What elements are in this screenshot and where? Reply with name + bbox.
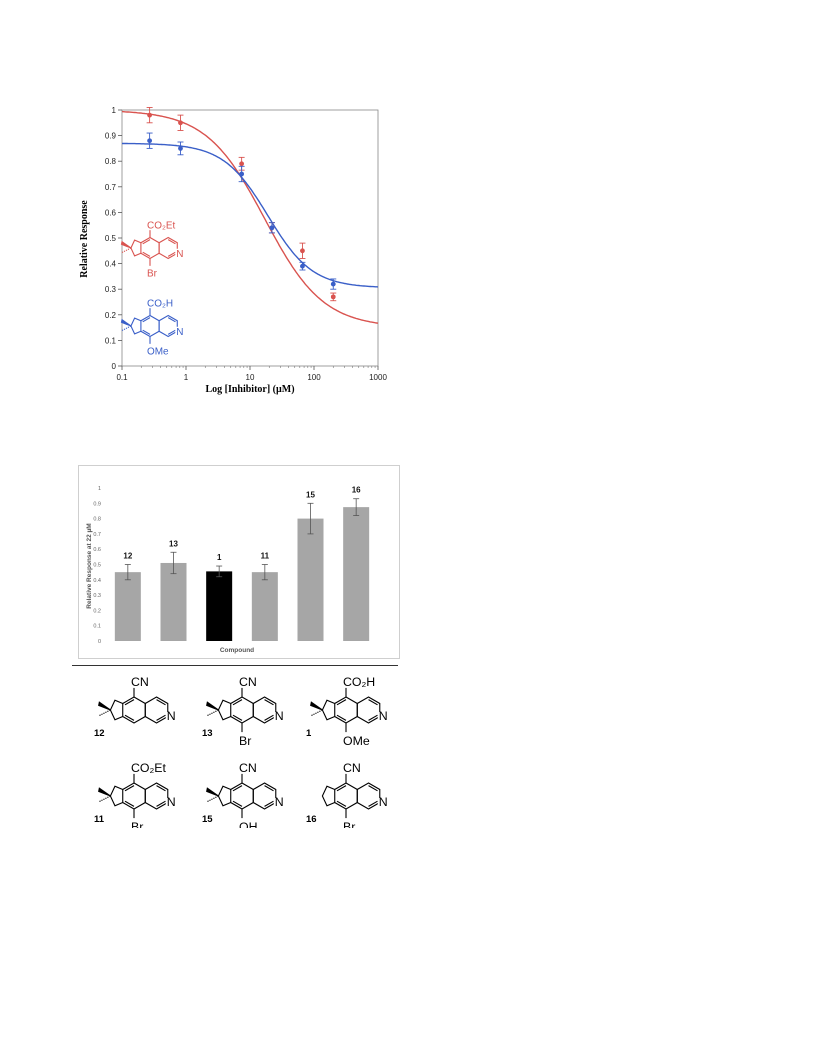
- bar-y-tick-label: 0.5: [93, 563, 101, 569]
- bar-y-tick-label: 0.3: [93, 593, 101, 599]
- y-tick-label: 0.2: [105, 311, 117, 320]
- y-tick-label: 0.3: [105, 285, 117, 294]
- structure-1: CO₂H OMe N: [310, 675, 388, 748]
- bar-y-tick-label: 0.1: [93, 624, 101, 630]
- y-tick-label: 0.5: [105, 234, 117, 243]
- bar-y-tick-label: 0.7: [93, 532, 101, 538]
- structure-id-label: 1: [306, 728, 312, 739]
- data-point: [268, 222, 275, 234]
- substituent-top-label: CO₂Et: [147, 221, 175, 232]
- structure-id-label: 12: [94, 728, 105, 739]
- substituent-bottom-label: Br: [343, 820, 355, 828]
- structure-id-label: 15: [202, 814, 213, 825]
- data-point: [299, 261, 306, 271]
- substituent-bottom-label: Br: [131, 820, 143, 828]
- bar-11: 11: [251, 552, 278, 641]
- bar-12: 12: [114, 552, 141, 641]
- substituent-bottom-label: Br: [147, 268, 158, 279]
- y-tick-label: 0.1: [105, 336, 117, 345]
- data-point: [330, 292, 337, 302]
- fit-curve-1: [122, 142, 379, 288]
- nitrogen-label: N: [379, 709, 388, 723]
- bar-y-tick-label: 0.8: [93, 517, 101, 523]
- y-tick-label: 0.4: [105, 260, 117, 269]
- structure-16: CN Br N: [321, 761, 388, 828]
- x-tick-label: 10: [246, 373, 255, 382]
- divider: [72, 665, 398, 666]
- compound-structures: CNN12CNBrN13CO₂HOMeN1CO₂EtBrN11CNOHN15CN…: [94, 675, 388, 828]
- bar-y-tick-label: 0.2: [93, 608, 101, 614]
- bar-y-axis-label: Relative Response at 22 µM: [86, 523, 93, 608]
- nitrogen-label: N: [167, 709, 176, 723]
- structure-12: CN N: [98, 675, 176, 724]
- data-point: [146, 106, 153, 124]
- structure-15: CN OH N: [206, 761, 284, 828]
- x-axis-label: Log [Inhibitor] (µM): [205, 384, 294, 395]
- bar-1: 1: [206, 553, 233, 641]
- structure-11: CO₂Et Br N: [98, 761, 176, 828]
- data-point: [177, 141, 184, 156]
- nitrogen-label: N: [275, 709, 284, 723]
- substituent-top-label: CN: [131, 675, 149, 689]
- substituent-bottom-label: OMe: [343, 734, 370, 748]
- bar-13: 13: [160, 539, 187, 641]
- bar-label: 12: [123, 552, 132, 561]
- plot-frame: [121, 109, 379, 367]
- bar-label: 1: [217, 553, 222, 562]
- dose-response-chart: 0 0.1 0.2 0.3 0.4 0.5 0.6 0.7 0.8 0.9 1 0.1 1 10 100 10…: [79, 106, 387, 395]
- y-tick-label: 0.7: [105, 183, 117, 192]
- bar-y-tick-label: 0.9: [93, 501, 101, 507]
- structure-13: CN Br N: [206, 675, 284, 748]
- structure-id-label: 13: [202, 728, 213, 739]
- substituent-top-label: CO₂H: [343, 675, 375, 689]
- y-tick-label: 1: [112, 106, 117, 115]
- y-tick-label: 0.8: [105, 157, 117, 166]
- bar-label: 13: [169, 539, 178, 548]
- bar-y-tick-label: 1: [98, 486, 101, 492]
- data-point: [238, 165, 245, 183]
- bar-16: 16: [343, 486, 370, 641]
- chart-molecule-blue: CO₂H OMe N: [120, 299, 183, 357]
- y-tick-label: 0.6: [105, 208, 117, 217]
- data-point: [330, 278, 337, 290]
- data-point: [299, 242, 306, 259]
- nitrogen-label: N: [379, 795, 388, 809]
- data-point: [146, 132, 153, 149]
- substituent-bottom-label: OMe: [147, 346, 169, 357]
- substituent-top-label: CN: [239, 761, 257, 775]
- bar-y-tick-label: 0.6: [93, 547, 101, 553]
- substituent-top-label: CO₂Et: [131, 761, 167, 775]
- nitrogen-label: N: [167, 795, 176, 809]
- y-tick-label: 0: [112, 362, 117, 371]
- bar-15: 15: [297, 490, 324, 641]
- substituent-top-label: CN: [343, 761, 361, 775]
- substituent-bottom-label: OH: [239, 820, 258, 828]
- x-tick-label: 1: [184, 373, 189, 382]
- data-point: [177, 114, 184, 131]
- y-axis-label: Relative Response: [79, 200, 90, 278]
- y-tick-label: 0.9: [105, 132, 117, 141]
- bar-chart-panel: 0 0.1 0.2 0.3 0.4 0.5 0.6 0.7 0.8 0.9 1 12 13 1 11 15 1…: [78, 465, 400, 659]
- nitrogen-label: N: [176, 327, 183, 338]
- nitrogen-label: N: [176, 249, 183, 260]
- bar-x-axis-label: Compound: [220, 647, 254, 654]
- bar-y-tick-label: 0.4: [93, 578, 101, 584]
- fit-curve-0: [121, 110, 379, 324]
- substituent-top-label: CN: [239, 675, 257, 689]
- structure-id-label: 11: [94, 814, 105, 825]
- bar-label: 15: [306, 490, 315, 499]
- structure-id-label: 16: [306, 814, 317, 825]
- x-tick-label: 0.1: [116, 373, 128, 382]
- chart-molecule-red: CO₂Et Br N: [120, 221, 183, 279]
- substituent-top-label: CO₂H: [147, 299, 173, 310]
- x-tick-label: 100: [307, 373, 321, 382]
- x-tick-label: 1000: [369, 373, 387, 382]
- nitrogen-label: N: [275, 795, 284, 809]
- bar-label: 16: [352, 486, 361, 495]
- substituent-bottom-label: Br: [239, 734, 251, 748]
- bar-y-tick-label: 0: [98, 639, 101, 645]
- bar-label: 11: [261, 552, 270, 561]
